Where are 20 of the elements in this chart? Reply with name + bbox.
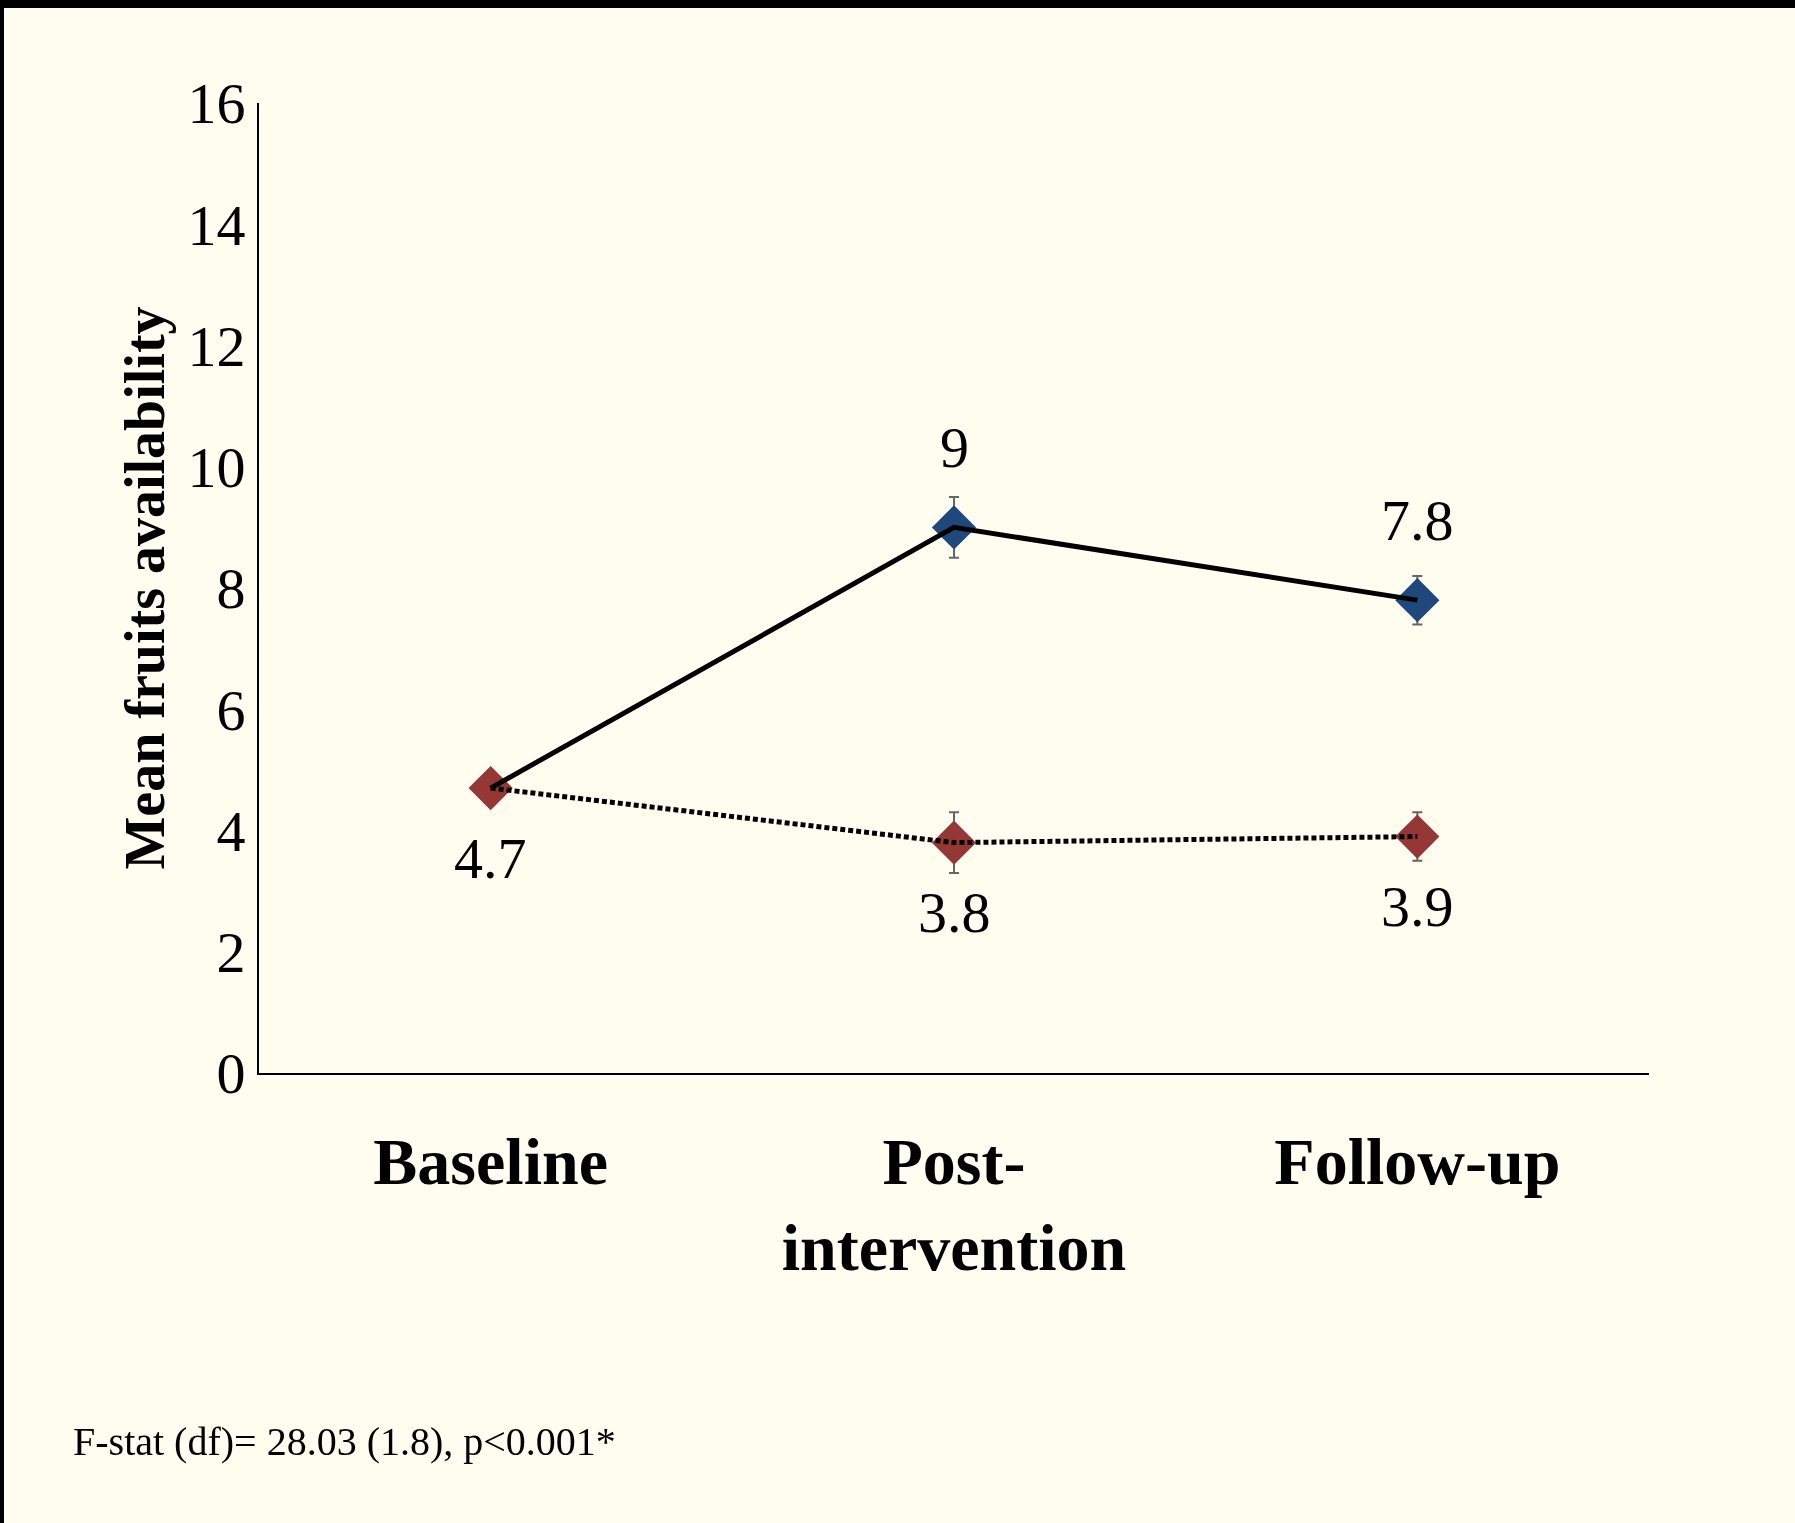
y-tick-label: 0: [216, 1041, 246, 1107]
y-tick-label: 8: [216, 556, 246, 622]
y-tick-label: 16: [187, 71, 246, 137]
y-tick-label: 12: [187, 313, 246, 379]
point: [1395, 814, 1440, 859]
x-tick-label: Post- intervention: [781, 1125, 1127, 1284]
data-label: 9: [940, 415, 969, 480]
y-axis-title: Mean fruits availability: [113, 306, 176, 870]
y-tick-label: 14: [187, 192, 246, 258]
y-tick-label: 4: [216, 798, 246, 864]
data-label: 3.9: [1381, 874, 1454, 939]
data-label: 3.8: [918, 880, 991, 945]
y-tick-label: 10: [187, 435, 246, 501]
text: F-stat (df)= 28.03 (1.8), p<0.001*: [73, 1419, 616, 1464]
data-label: 7.8: [1381, 488, 1454, 553]
y-tick-label: 6: [216, 677, 246, 743]
y-tick-label: 2: [216, 920, 246, 986]
x-tick-label: Follow-up: [1274, 1125, 1561, 1199]
x-tick-label: Baseline: [373, 1125, 609, 1199]
data-label: 4.7: [454, 826, 527, 891]
